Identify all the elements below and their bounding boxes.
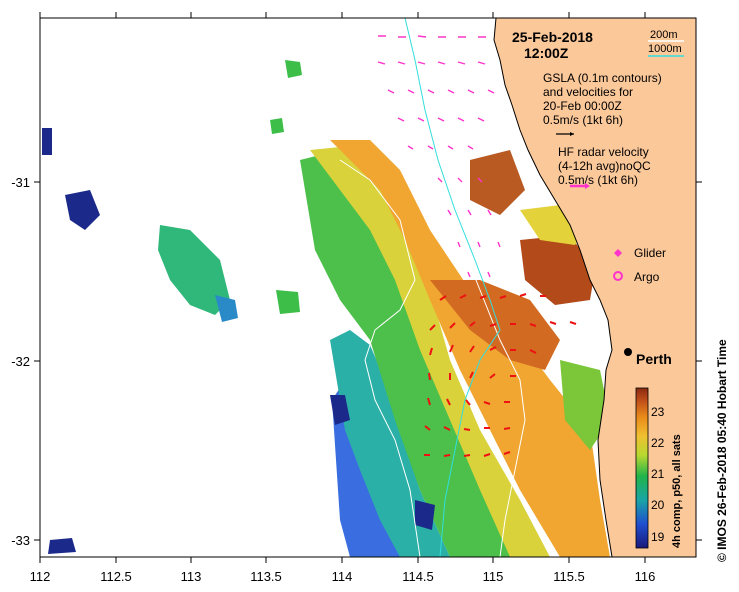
x-tick-label: 115.5	[553, 569, 585, 584]
x-tick-label: 113.5	[250, 569, 282, 584]
x-tick-label: 114	[332, 569, 353, 584]
title-date: 25-Feb-2018	[512, 29, 593, 45]
argo-icon	[613, 271, 623, 281]
sst-darkblue-patch	[65, 190, 100, 230]
credit-text: © IMOS 26-Feb-2018 05:40 Hobart Time	[715, 339, 729, 562]
x-tick-label: 115	[483, 569, 504, 584]
contour-200m-west	[339, 159, 421, 557]
colorbar-tick: 19	[651, 530, 665, 544]
sst-darkblue-patch-5	[415, 500, 435, 530]
perth-marker	[624, 348, 632, 356]
sst-field-green-coast	[560, 360, 610, 450]
x-axis-labels: 112 112.5 113 113.5 114 114.5 115 115.5 …	[30, 569, 656, 584]
contour-200m	[394, 18, 526, 557]
map-layers	[42, 18, 696, 557]
title-time: 12:00Z	[524, 45, 569, 61]
sst-darkblue-patch-4	[330, 395, 350, 425]
colorbar-tick: 20	[651, 498, 665, 512]
perth-label: Perth	[636, 351, 672, 367]
sst-offshore-patch-blue	[215, 295, 238, 322]
sst-offshore-patch	[158, 225, 230, 315]
colorbar-ticks: 23 22 21 20 19	[651, 405, 665, 544]
gsla-line3: 20-Feb 00:00Z	[543, 99, 622, 113]
sst-field-brown-mid	[520, 235, 595, 305]
sst-field-orange	[330, 140, 610, 557]
hf-scale: 0.5m/s (1kt 6h)	[558, 173, 638, 187]
hf-arrow-head-icon	[585, 183, 590, 189]
x-tick-label: 114.5	[402, 569, 434, 584]
x-tick-marks	[39, 12, 646, 563]
hf-line1: HF radar velocity	[558, 145, 649, 159]
colorbar-label: 4h comp, p50, all sats	[671, 434, 683, 548]
glider-label: Glider	[634, 246, 666, 260]
argo-label: Argo	[634, 270, 660, 284]
sst-darkblue-patch-2	[42, 128, 52, 155]
plot-frame	[39, 17, 697, 558]
colorbar-tick: 23	[651, 405, 665, 419]
y-tick-label: -33	[11, 533, 30, 548]
x-tick-label: 112	[30, 569, 51, 584]
y-tick-label: -31	[11, 175, 30, 190]
colorbar-tick: 22	[651, 436, 665, 450]
glider-vectors	[424, 293, 577, 457]
x-tick-label: 112.5	[100, 569, 132, 584]
x-tick-label: 113	[181, 569, 202, 584]
y-tick-label: -32	[11, 354, 30, 369]
glider-icon	[614, 249, 622, 257]
hf-line2: (4-12h avg)noQC	[558, 159, 651, 173]
y-axis-labels: -31 -32 -33	[11, 175, 30, 548]
x-tick-label: 116	[635, 569, 656, 584]
sst-field-brown-north	[470, 150, 525, 215]
sst-field-teal	[330, 330, 450, 557]
gsla-line1: GSLA (0.1m contours)	[543, 71, 662, 85]
sst-darkblue-patch-3	[48, 538, 76, 554]
contour-1000-label: 1000m	[648, 43, 682, 55]
sst-green-dots	[270, 60, 302, 314]
colorbar-tick: 21	[651, 467, 665, 481]
gsla-arrow-head-icon	[570, 132, 574, 136]
colorbar	[635, 387, 649, 549]
contour-200-label: 200m	[650, 29, 678, 41]
hf-radar-vectors	[377, 35, 501, 278]
gsla-line2: and velocities for	[543, 85, 633, 99]
contour-1000m	[404, 18, 501, 557]
y-tick-marks	[34, 181, 702, 541]
gsla-scale: 0.5m/s (1kt 6h)	[543, 113, 623, 127]
